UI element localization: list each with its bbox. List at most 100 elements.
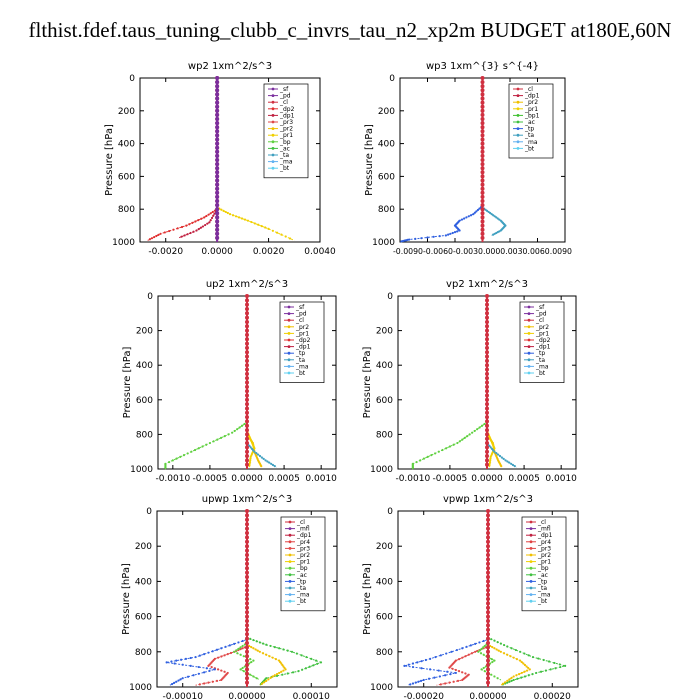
series-point — [513, 465, 516, 468]
series-point — [245, 663, 249, 667]
series-point — [486, 561, 490, 566]
series-point — [223, 435, 226, 438]
series-point — [220, 678, 223, 682]
legend-label: _ma — [524, 139, 538, 146]
series-point — [261, 642, 265, 645]
series-point — [239, 668, 242, 671]
y-tick-label: 0 — [129, 74, 135, 84]
legend-box — [521, 516, 567, 612]
series-point — [480, 668, 483, 671]
series-point — [511, 463, 515, 467]
series-point — [485, 423, 489, 428]
series-point — [522, 662, 525, 665]
series-point — [211, 650, 214, 653]
legend-label: _dp1 — [279, 112, 295, 119]
series-point — [215, 211, 220, 216]
series-point — [260, 456, 263, 459]
series-point — [510, 647, 513, 650]
series-point — [209, 212, 212, 215]
series-point — [201, 445, 204, 448]
series-point — [496, 641, 499, 644]
series-point — [485, 358, 489, 363]
series-point — [245, 544, 249, 549]
series-point — [198, 654, 201, 657]
series-point — [215, 215, 220, 220]
legend-marker — [287, 318, 291, 322]
series-point — [480, 121, 485, 126]
series-point — [280, 233, 283, 236]
series-line — [246, 511, 287, 686]
legend-marker — [529, 553, 533, 557]
series-point — [215, 227, 220, 232]
chart-panel-4: vp2 1xm^2/s^3 Pressure [hPa] 0 200 400 600 800… — [362, 279, 577, 484]
series-point — [485, 462, 489, 467]
series-point — [180, 658, 183, 661]
legend-marker — [527, 318, 531, 322]
series-point — [486, 548, 490, 553]
series-point — [444, 682, 447, 685]
series-point — [215, 182, 220, 187]
series-point — [547, 660, 551, 663]
series-point — [488, 462, 491, 465]
series-point — [191, 221, 194, 224]
series-cl — [480, 76, 485, 242]
series-point — [215, 203, 220, 208]
series-point — [180, 235, 183, 238]
series-point — [159, 232, 162, 235]
y-tick-label: 1000 — [129, 683, 152, 693]
x-tick-label: 0.00000 — [469, 692, 506, 700]
series-point — [426, 455, 429, 458]
legend-marker — [288, 520, 292, 524]
series-point — [220, 655, 223, 658]
series-pr3 — [195, 509, 249, 686]
series-cl — [486, 509, 490, 687]
series-point — [486, 623, 490, 628]
series-point — [215, 76, 220, 80]
series-point — [486, 553, 490, 557]
series-point — [245, 324, 249, 329]
panel-title: upwp 1xm^2/s^3 — [202, 494, 292, 505]
series-point — [215, 129, 220, 134]
legend-marker — [527, 338, 531, 342]
series-point — [270, 462, 273, 465]
series-point — [527, 666, 530, 670]
series-point — [245, 380, 249, 385]
series-point — [499, 642, 502, 645]
series-point — [506, 681, 509, 684]
series-point — [248, 460, 252, 464]
series-point — [480, 166, 485, 171]
series-point — [497, 649, 500, 652]
legend: _sf_pd_cl_pr2_pr1_dp2_dp1_tp_ta_ma_bt — [279, 301, 325, 383]
series-point — [448, 681, 451, 684]
series-point — [490, 658, 493, 661]
series-point — [245, 566, 249, 571]
legend-label: _pd — [535, 311, 547, 318]
series-point — [520, 671, 523, 675]
series-point — [245, 645, 249, 650]
legend-label: _mfl — [537, 526, 551, 533]
series-point — [480, 76, 485, 80]
series-point — [471, 431, 474, 434]
series-point — [250, 447, 254, 450]
series-point — [276, 231, 279, 234]
series-point — [486, 566, 490, 571]
series-point — [485, 324, 489, 329]
series-point — [448, 666, 451, 669]
series-point — [265, 643, 268, 646]
series-point — [474, 642, 477, 645]
legend-label: _dp1 — [295, 344, 311, 351]
series-point — [411, 467, 414, 470]
series-point — [493, 639, 496, 642]
series-point — [216, 668, 220, 671]
series-point — [245, 513, 249, 518]
legend-marker — [529, 573, 533, 577]
series-point — [280, 670, 283, 673]
series-point — [215, 96, 220, 101]
series-point — [284, 668, 287, 671]
legend-label: _bt — [535, 370, 546, 377]
series-point — [250, 660, 253, 664]
series-point — [482, 646, 485, 649]
series-point — [193, 448, 197, 452]
legend-label: _bt — [524, 145, 535, 152]
series-point — [531, 672, 534, 676]
